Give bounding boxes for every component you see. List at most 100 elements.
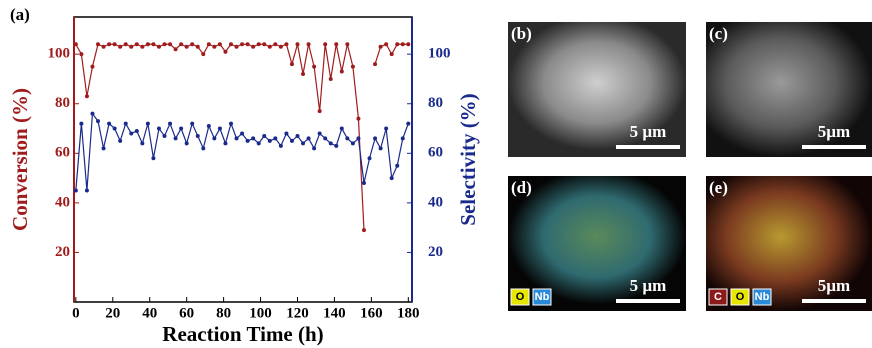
data-point <box>251 44 256 49</box>
y-tick-label: 20 <box>55 244 70 260</box>
data-point <box>306 42 311 47</box>
y2-tick-label: 100 <box>428 46 451 62</box>
data-point <box>317 131 322 136</box>
element-box <box>752 288 772 306</box>
element-label: O <box>736 291 745 303</box>
x-tick-label: 0 <box>72 305 80 321</box>
data-point <box>228 121 233 126</box>
data-point <box>256 141 261 146</box>
data-point <box>273 136 278 141</box>
data-point <box>90 64 95 69</box>
data-point <box>234 136 239 141</box>
data-point <box>406 121 411 126</box>
data-point <box>356 136 361 141</box>
data-point <box>350 64 355 69</box>
x-tick-label: 80 <box>216 305 231 321</box>
data-point <box>134 129 139 133</box>
data-point <box>101 44 106 49</box>
data-point <box>217 42 222 47</box>
data-point <box>323 42 328 47</box>
element-label: Nb <box>755 291 770 303</box>
data-point <box>162 133 167 138</box>
data-point <box>134 42 139 47</box>
data-point <box>112 126 117 131</box>
data-point <box>361 228 366 233</box>
data-point <box>145 42 150 47</box>
data-point <box>373 62 378 67</box>
data-point <box>301 141 306 146</box>
data-point <box>317 109 322 114</box>
data-point <box>206 42 211 47</box>
data-point <box>267 44 272 49</box>
data-point <box>223 141 228 146</box>
data-point <box>328 141 333 146</box>
data-point <box>334 143 339 148</box>
data-point <box>201 146 206 151</box>
data-point <box>334 42 339 47</box>
data-point <box>278 44 283 49</box>
panel-label: (a) <box>10 5 30 24</box>
data-point <box>395 163 400 168</box>
data-point <box>168 42 173 47</box>
data-point <box>84 188 89 193</box>
data-point <box>262 42 267 47</box>
x-tick-label: 120 <box>286 305 309 321</box>
element-label: Nb <box>535 291 550 303</box>
data-point <box>339 126 344 131</box>
data-point <box>96 42 101 47</box>
data-point <box>173 136 178 141</box>
data-point <box>251 136 256 141</box>
x-tick-label: 40 <box>142 305 157 321</box>
y-tick-label: 100 <box>48 46 71 62</box>
data-point <box>350 141 355 146</box>
element-label: C <box>714 291 722 303</box>
data-point <box>284 131 289 136</box>
x-tick-label: 180 <box>397 305 420 321</box>
x-tick-label: 100 <box>249 305 272 321</box>
data-point <box>179 42 184 47</box>
panel-label: (c) <box>709 24 728 43</box>
scale-label: 5 µm <box>630 122 667 141</box>
data-point <box>173 47 178 52</box>
data-point <box>140 141 145 146</box>
data-point <box>112 42 117 47</box>
data-point <box>295 42 300 47</box>
data-point <box>168 121 173 126</box>
data-point <box>345 136 350 141</box>
image-panels: (b) 5 µm (c) 5µm (d) 5 µm O Nb (e) 5µm C O Nb <box>508 22 872 311</box>
element-box <box>708 288 728 306</box>
element-label: O <box>516 291 525 303</box>
data-point <box>151 42 156 47</box>
data-point <box>367 156 372 161</box>
data-point <box>123 42 128 47</box>
data-point <box>228 42 233 47</box>
data-point <box>184 141 189 146</box>
data-point <box>312 64 317 69</box>
element-box <box>730 288 750 306</box>
x-tick-label: 20 <box>105 305 120 321</box>
y2-axis-label: Selectivity (%) <box>456 93 480 225</box>
y2-tick-label: 60 <box>428 145 443 161</box>
data-point <box>262 133 267 138</box>
x-tick-label: 160 <box>360 305 383 321</box>
data-point <box>84 94 89 99</box>
y-axis-label: Conversion (%) <box>8 88 32 231</box>
panel-label: (e) <box>709 178 728 197</box>
data-point <box>284 42 289 47</box>
data-point <box>245 138 250 143</box>
y2-tick-label: 20 <box>428 244 443 260</box>
data-point <box>162 42 167 47</box>
data-point <box>273 42 278 47</box>
data-point <box>73 42 78 47</box>
scale-label: 5 µm <box>630 276 667 295</box>
data-point <box>195 133 200 138</box>
data-point <box>301 72 306 76</box>
data-point <box>378 44 383 49</box>
data-point <box>373 136 378 141</box>
data-point <box>278 143 283 148</box>
data-point <box>400 136 405 141</box>
data-point <box>256 42 261 47</box>
data-point <box>140 44 145 49</box>
data-point <box>212 44 217 49</box>
data-point <box>118 138 123 143</box>
